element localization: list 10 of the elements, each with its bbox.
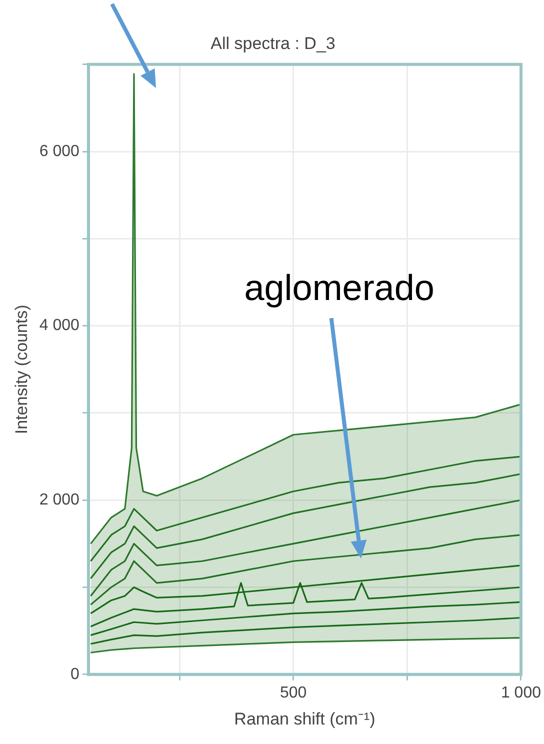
- y-axis-title: Intensity (counts): [12, 304, 31, 434]
- x-axis-title: Raman shift (cm⁻¹): [234, 709, 376, 728]
- y-tick-label: 6 000: [39, 142, 80, 160]
- annotation: aglomerado: [244, 267, 434, 308]
- y-tick-label: 4 000: [39, 317, 80, 334]
- x-tick-label: 1 000: [500, 684, 542, 702]
- y-tick-label: 0: [70, 666, 80, 683]
- chart-title: All spectra : D_3: [210, 34, 336, 53]
- x-tick-label: 500: [280, 684, 307, 702]
- y-tick-label: 2 000: [39, 492, 80, 509]
